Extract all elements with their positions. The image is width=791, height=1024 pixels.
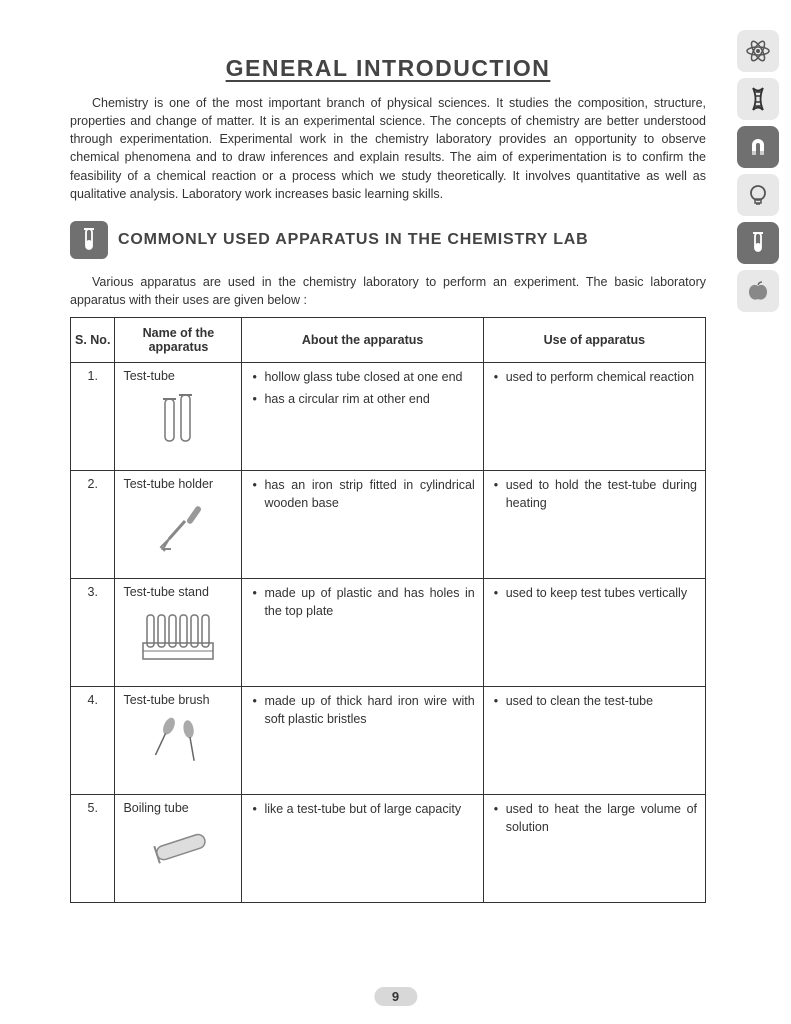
th-sno: S. No. (71, 318, 115, 363)
apparatus-illustration (123, 495, 233, 566)
cell-about: made up of plastic and has holes in the … (242, 579, 483, 687)
table-row: 4.Test-tube brushmade up of thick hard i… (71, 687, 706, 795)
cell-use: used to heat the large volume of solutio… (483, 795, 705, 903)
section-intro: Various apparatus are used in the chemis… (70, 273, 706, 309)
apparatus-illustration (123, 711, 233, 782)
cell-name: Test-tube brush (115, 687, 242, 795)
cell-name: Test-tube stand (115, 579, 242, 687)
th-use: Use of apparatus (483, 318, 705, 363)
cell-sno: 3. (71, 579, 115, 687)
table-row: 3.Test-tube standmade up of plastic and … (71, 579, 706, 687)
test-tube-icon (737, 222, 779, 264)
cell-about: has an iron strip fitted in cylindrical … (242, 471, 483, 579)
side-icon-strip (737, 30, 779, 312)
cell-sno: 5. (71, 795, 115, 903)
section-test-tube-icon (70, 221, 108, 259)
page-number: 9 (374, 987, 417, 1006)
cell-about: made up of thick hard iron wire with sof… (242, 687, 483, 795)
cell-use: used to perform chemical reaction (483, 363, 705, 471)
apple-icon (737, 270, 779, 312)
table-row: 1.Test-tubehollow glass tube closed at o… (71, 363, 706, 471)
cell-name: Boiling tube (115, 795, 242, 903)
magnet-icon (737, 126, 779, 168)
table-row: 5.Boiling tubelike a test-tube but of la… (71, 795, 706, 903)
page-title: GENERAL INTRODUCTION (70, 55, 706, 82)
section-title: COMMONLY USED APPARATUS IN THE CHEMISTRY… (118, 231, 589, 249)
section-header: COMMONLY USED APPARATUS IN THE CHEMISTRY… (70, 221, 706, 259)
table-row: 2.Test-tube holderhas an iron strip fitt… (71, 471, 706, 579)
page-content: GENERAL INTRODUCTION Chemistry is one of… (0, 0, 791, 913)
cell-about: hollow glass tube closed at one endhas a… (242, 363, 483, 471)
cell-use: used to clean the test-tube (483, 687, 705, 795)
th-name: Name of the apparatus (115, 318, 242, 363)
cell-use: used to hold the test-tube during heatin… (483, 471, 705, 579)
apparatus-table: S. No. Name of the apparatus About the a… (70, 317, 706, 903)
dna-icon (737, 78, 779, 120)
cell-about: like a test-tube but of large capacity (242, 795, 483, 903)
atom-icon (737, 30, 779, 72)
intro-paragraph: Chemistry is one of the most important b… (70, 94, 706, 203)
cell-sno: 4. (71, 687, 115, 795)
cell-use: used to keep test tubes vertically (483, 579, 705, 687)
apparatus-illustration (123, 387, 233, 458)
cell-name: Test-tube (115, 363, 242, 471)
apparatus-illustration (123, 603, 233, 674)
cell-sno: 2. (71, 471, 115, 579)
cell-name: Test-tube holder (115, 471, 242, 579)
apparatus-illustration (123, 819, 233, 880)
th-about: About the apparatus (242, 318, 483, 363)
cell-sno: 1. (71, 363, 115, 471)
bulb-icon (737, 174, 779, 216)
